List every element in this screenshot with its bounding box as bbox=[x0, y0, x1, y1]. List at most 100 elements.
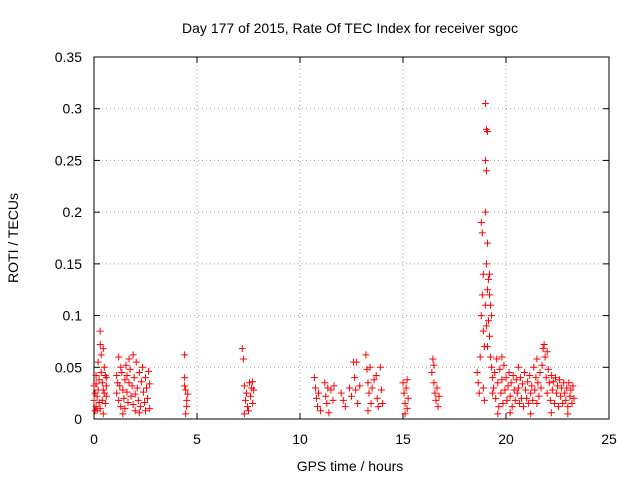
data-point bbox=[135, 368, 143, 376]
data-point bbox=[432, 396, 440, 404]
data-point bbox=[364, 379, 372, 387]
data-point bbox=[345, 384, 353, 392]
data-point bbox=[129, 351, 137, 359]
data-point bbox=[508, 403, 516, 411]
data-point bbox=[181, 351, 189, 359]
data-point bbox=[514, 384, 522, 392]
data-point bbox=[564, 410, 572, 418]
data-point bbox=[119, 386, 127, 394]
data-point bbox=[243, 403, 251, 411]
data-point bbox=[534, 379, 542, 387]
data-point bbox=[523, 394, 531, 402]
data-point bbox=[310, 374, 318, 382]
data-point bbox=[181, 382, 189, 390]
data-point bbox=[139, 388, 147, 396]
y-axis: 0 0.05 0.1 0.15 0.2 0.25 0.3 0.35 bbox=[55, 49, 609, 427]
data-point bbox=[330, 382, 338, 390]
data-point bbox=[566, 392, 574, 400]
data-point bbox=[497, 389, 505, 397]
data-point bbox=[96, 405, 104, 413]
data-point bbox=[479, 270, 487, 278]
data-point bbox=[146, 405, 154, 413]
data-point bbox=[311, 384, 319, 392]
data-point bbox=[500, 361, 508, 369]
data-point bbox=[554, 382, 561, 390]
data-point bbox=[238, 345, 246, 353]
data-point bbox=[433, 384, 441, 392]
data-point bbox=[498, 353, 506, 361]
data-point bbox=[521, 368, 529, 376]
data-point bbox=[514, 363, 522, 371]
data-point bbox=[484, 275, 492, 283]
data-point bbox=[246, 379, 254, 387]
data-point bbox=[354, 399, 362, 407]
y-tick-label: 0.15 bbox=[55, 256, 82, 272]
data-point bbox=[97, 368, 105, 376]
data-point bbox=[481, 156, 489, 164]
data-point bbox=[510, 386, 518, 394]
x-tick-label: 25 bbox=[601, 431, 617, 447]
data-point bbox=[98, 396, 106, 404]
data-point bbox=[115, 353, 123, 361]
data-point bbox=[121, 376, 129, 384]
data-point bbox=[91, 407, 99, 415]
data-point bbox=[536, 368, 544, 376]
data-point bbox=[483, 239, 491, 247]
data-point bbox=[505, 368, 513, 376]
data-point bbox=[492, 394, 500, 402]
data-point bbox=[341, 403, 349, 411]
data-point bbox=[102, 382, 110, 390]
data-point bbox=[538, 361, 546, 369]
x-tick-label: 0 bbox=[90, 431, 98, 447]
y-tick-label: 0.35 bbox=[55, 49, 82, 65]
data-point bbox=[182, 410, 190, 418]
data-point bbox=[114, 379, 122, 387]
data-point bbox=[373, 394, 381, 402]
data-point bbox=[403, 376, 411, 384]
data-point bbox=[119, 410, 127, 418]
data-point bbox=[337, 389, 345, 397]
data-point bbox=[567, 386, 575, 394]
data-point bbox=[133, 384, 141, 392]
data-point bbox=[322, 392, 330, 400]
data-point bbox=[512, 376, 520, 384]
data-point bbox=[491, 368, 499, 376]
data-point bbox=[552, 389, 560, 397]
data-point bbox=[353, 358, 361, 366]
data-point bbox=[240, 410, 248, 418]
data-point bbox=[527, 389, 535, 397]
data-point bbox=[402, 384, 410, 392]
data-point bbox=[348, 392, 355, 400]
data-point bbox=[486, 332, 494, 340]
data-point bbox=[478, 291, 486, 299]
data-point bbox=[118, 368, 126, 376]
data-point bbox=[557, 392, 565, 400]
data-point bbox=[561, 389, 569, 397]
data-point bbox=[96, 327, 104, 335]
data-point bbox=[125, 379, 133, 387]
data-point bbox=[481, 301, 489, 309]
data-point bbox=[539, 345, 547, 353]
data-point bbox=[113, 372, 121, 380]
data-point bbox=[564, 403, 572, 411]
data-point bbox=[365, 389, 373, 397]
data-point bbox=[134, 396, 142, 404]
data-point bbox=[142, 374, 149, 382]
data-point bbox=[509, 372, 517, 380]
data-point bbox=[122, 361, 130, 369]
data-point bbox=[146, 380, 154, 388]
data-point bbox=[400, 389, 408, 397]
data-point bbox=[481, 208, 489, 216]
data-point bbox=[372, 372, 380, 380]
data-point bbox=[129, 401, 137, 409]
data-point bbox=[92, 380, 100, 388]
data-point bbox=[493, 355, 501, 363]
data-point bbox=[351, 374, 359, 382]
data-point bbox=[482, 260, 490, 268]
y-axis-label: ROTI / TECUs bbox=[5, 193, 21, 283]
data-point bbox=[541, 353, 549, 361]
data-point bbox=[312, 394, 320, 402]
data-point bbox=[524, 378, 532, 386]
x-axis: 0 5 10 15 20 25 bbox=[90, 57, 617, 447]
data-point bbox=[92, 403, 100, 411]
